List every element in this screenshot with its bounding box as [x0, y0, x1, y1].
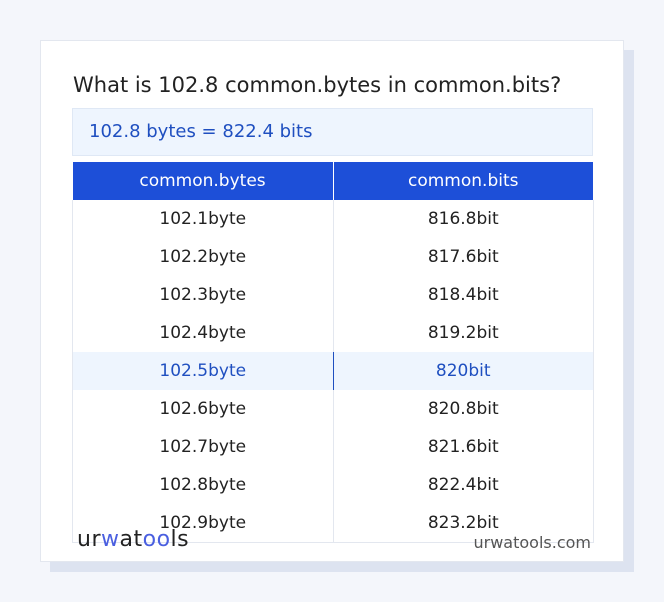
table-row: 102.7byte 821.6bit	[72, 428, 594, 466]
urwatools-logo: urwatools	[77, 527, 190, 552]
bytes-cell: 102.5byte	[72, 352, 334, 390]
bits-cell: 823.2bit	[332, 504, 594, 543]
table-row: 102.6byte 820.8bit	[72, 390, 594, 428]
page-title: What is 102.8 common.bytes in common.bit…	[73, 73, 562, 97]
table-row: 102.2byte 817.6bit	[72, 238, 594, 276]
bytes-cell: 102.7byte	[72, 428, 334, 466]
table-row: 102.3byte 818.4bit	[72, 276, 594, 314]
bytes-cell: 102.9byte	[72, 504, 334, 543]
bytes-cell: 102.2byte	[72, 238, 334, 276]
converter-card: What is 102.8 common.bytes in common.bit…	[40, 40, 624, 562]
bytes-cell: 102.3byte	[72, 276, 334, 314]
table-row: 102.9byte 823.2bit	[72, 504, 594, 543]
bits-cell: 817.6bit	[332, 238, 594, 276]
table-row: 102.4byte 819.2bit	[72, 314, 594, 352]
bits-cell: 822.4bit	[332, 466, 594, 504]
result-box: 102.8 bytes = 822.4 bits	[72, 108, 593, 156]
bytes-cell: 102.1byte	[72, 200, 334, 238]
bits-cell: 820bit	[332, 352, 594, 390]
table-row: 102.8byte 822.4bit	[72, 466, 594, 504]
bits-cell: 816.8bit	[332, 200, 594, 238]
table-row: 102.1byte 816.8bit	[72, 200, 594, 238]
bytes-cell: 102.8byte	[72, 466, 334, 504]
table-row: 102.5byte 820bit	[72, 352, 594, 390]
header-bits: common.bits	[333, 162, 594, 200]
bits-cell: 820.8bit	[332, 390, 594, 428]
bits-cell: 821.6bit	[332, 428, 594, 466]
bits-cell: 819.2bit	[332, 314, 594, 352]
header-bytes: common.bytes	[72, 162, 334, 200]
bits-cell: 818.4bit	[332, 276, 594, 314]
bytes-cell: 102.6byte	[72, 390, 334, 428]
bytes-cell: 102.4byte	[72, 314, 334, 352]
site-link[interactable]: urwatools.com	[473, 533, 592, 552]
conversion-table: common.bytes common.bits 102.1byte 816.8b…	[72, 162, 594, 543]
